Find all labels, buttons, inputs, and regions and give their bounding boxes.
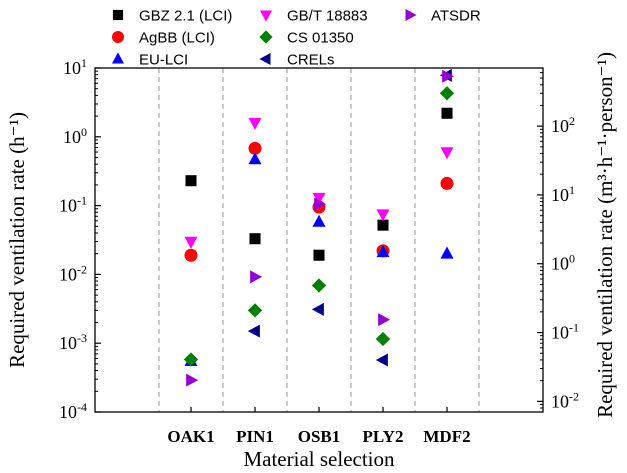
x-axis: OAK1 PIN1 OSB1 PLY2 MDF2 xyxy=(167,407,471,446)
legend-label: AgBB (LCI) xyxy=(139,30,215,47)
x-category-label: OSB1 xyxy=(298,427,341,446)
x-axis-title: Material selection xyxy=(243,447,395,471)
legend-marker xyxy=(405,9,417,21)
left-tick-label: 101 xyxy=(63,56,87,78)
data-point xyxy=(247,303,263,318)
y-axis-title: Required ventilation rate (h⁻¹) xyxy=(5,112,29,368)
legend-label: EU-LCI xyxy=(139,52,188,69)
x-category-label: MDF2 xyxy=(423,427,470,446)
legend-marker xyxy=(259,53,271,65)
right-tick-label: 100 xyxy=(551,252,575,274)
data-markers xyxy=(183,68,455,387)
left-tick-label: 10-3 xyxy=(59,331,87,353)
left-tick-label: 10-2 xyxy=(59,262,87,284)
data-point xyxy=(185,175,197,187)
data-point xyxy=(375,331,391,347)
right-tick-label: 102 xyxy=(551,114,575,136)
data-point xyxy=(313,249,325,261)
data-point xyxy=(376,245,390,258)
legend-marker xyxy=(112,9,124,21)
data-point xyxy=(440,246,454,259)
right-tick-label: 101 xyxy=(551,183,575,205)
x-category-label: PLY2 xyxy=(363,427,404,446)
x-category-label: PIN1 xyxy=(236,427,274,446)
left-tick-label: 10-1 xyxy=(59,194,87,216)
legend-label: ATSDR xyxy=(431,8,481,25)
data-point xyxy=(314,197,327,211)
left-y-axis: 10-4 10-3 10-2 10-1 100 101 xyxy=(59,56,101,422)
data-point xyxy=(250,270,263,284)
x-category-label: OAK1 xyxy=(167,427,214,446)
legend-label: GB/T 18883 xyxy=(287,8,368,25)
data-point xyxy=(184,248,198,262)
left-tick-label: 100 xyxy=(63,125,87,147)
data-point xyxy=(247,324,260,338)
data-point xyxy=(441,107,453,119)
data-point xyxy=(312,214,326,227)
legend-label: GBZ 2.1 (LCI) xyxy=(139,8,232,25)
data-point xyxy=(186,373,199,387)
right-tick-label: 10-1 xyxy=(551,321,579,343)
data-point xyxy=(311,302,324,316)
left-tick-label: 10-4 xyxy=(59,400,87,422)
category-separators xyxy=(158,68,480,412)
data-point xyxy=(184,236,198,249)
legend-marker xyxy=(112,52,124,64)
data-point xyxy=(442,69,455,83)
data-point xyxy=(312,192,326,205)
data-point xyxy=(248,117,262,130)
legend-marker xyxy=(112,31,124,43)
data-point xyxy=(248,141,262,155)
right-y-axis: 10-2 10-1 100 101 102 xyxy=(537,67,579,413)
data-point xyxy=(311,278,327,293)
data-point xyxy=(375,353,388,367)
legend: GBZ 2.1 (LCI) AgBB (LCI) EU-LCI GB/T 18883 C… xyxy=(112,8,481,69)
legend-marker xyxy=(260,10,272,22)
plot-frame xyxy=(94,67,544,413)
data-point xyxy=(249,233,261,245)
y2-axis-title: Required ventilation rate (m³·h⁻¹·person… xyxy=(593,52,617,418)
right-tick-label: 10-2 xyxy=(551,389,579,411)
legend-label: CRELs xyxy=(287,52,335,69)
data-point xyxy=(377,219,389,231)
data-point xyxy=(376,209,390,222)
data-point xyxy=(183,352,199,367)
data-point xyxy=(439,86,455,101)
data-point xyxy=(378,313,391,327)
data-point xyxy=(248,152,262,165)
data-point xyxy=(440,147,454,160)
data-point xyxy=(440,176,454,190)
legend-label: CS 01350 xyxy=(287,30,354,47)
legend-marker xyxy=(259,30,273,44)
